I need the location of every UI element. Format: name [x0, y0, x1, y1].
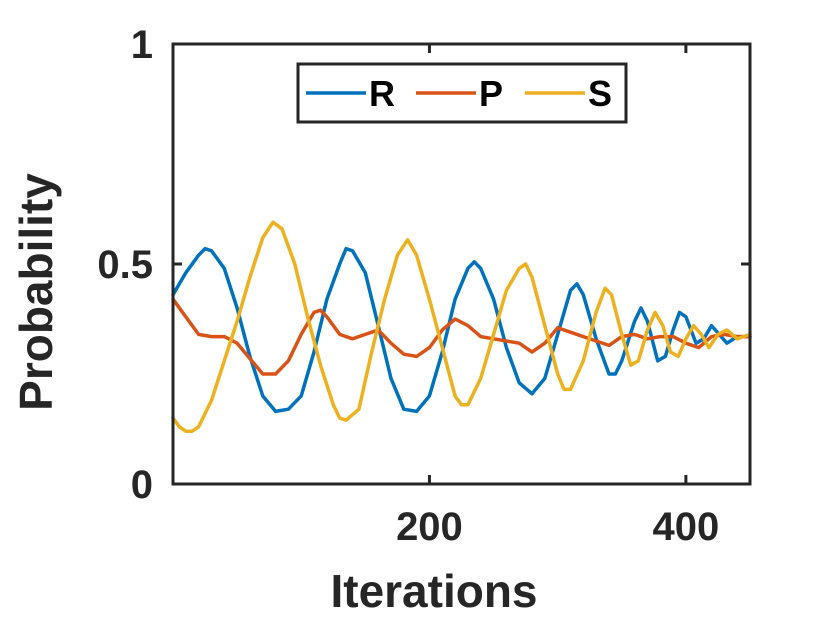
series-layer: [171, 220, 752, 433]
legend-label-s: S: [588, 73, 612, 114]
series-r-line: [171, 246, 752, 414]
x-axis-label: Iterations: [330, 565, 537, 617]
series-s-line: [171, 220, 752, 433]
series-p-line: [171, 297, 752, 376]
y-tick-label: 0: [131, 463, 153, 507]
y-tick-label: 0.5: [97, 243, 153, 287]
legend-label-r: R: [369, 73, 395, 114]
y-tick-label: 1: [131, 23, 153, 67]
x-tick-label: 400: [653, 505, 720, 549]
x-tick-label: 200: [396, 505, 463, 549]
y-axis-label: Probability: [10, 173, 62, 411]
ticks-layer: 200 400 0 0.5 1: [97, 23, 750, 549]
legend-label-p: P: [479, 73, 503, 114]
